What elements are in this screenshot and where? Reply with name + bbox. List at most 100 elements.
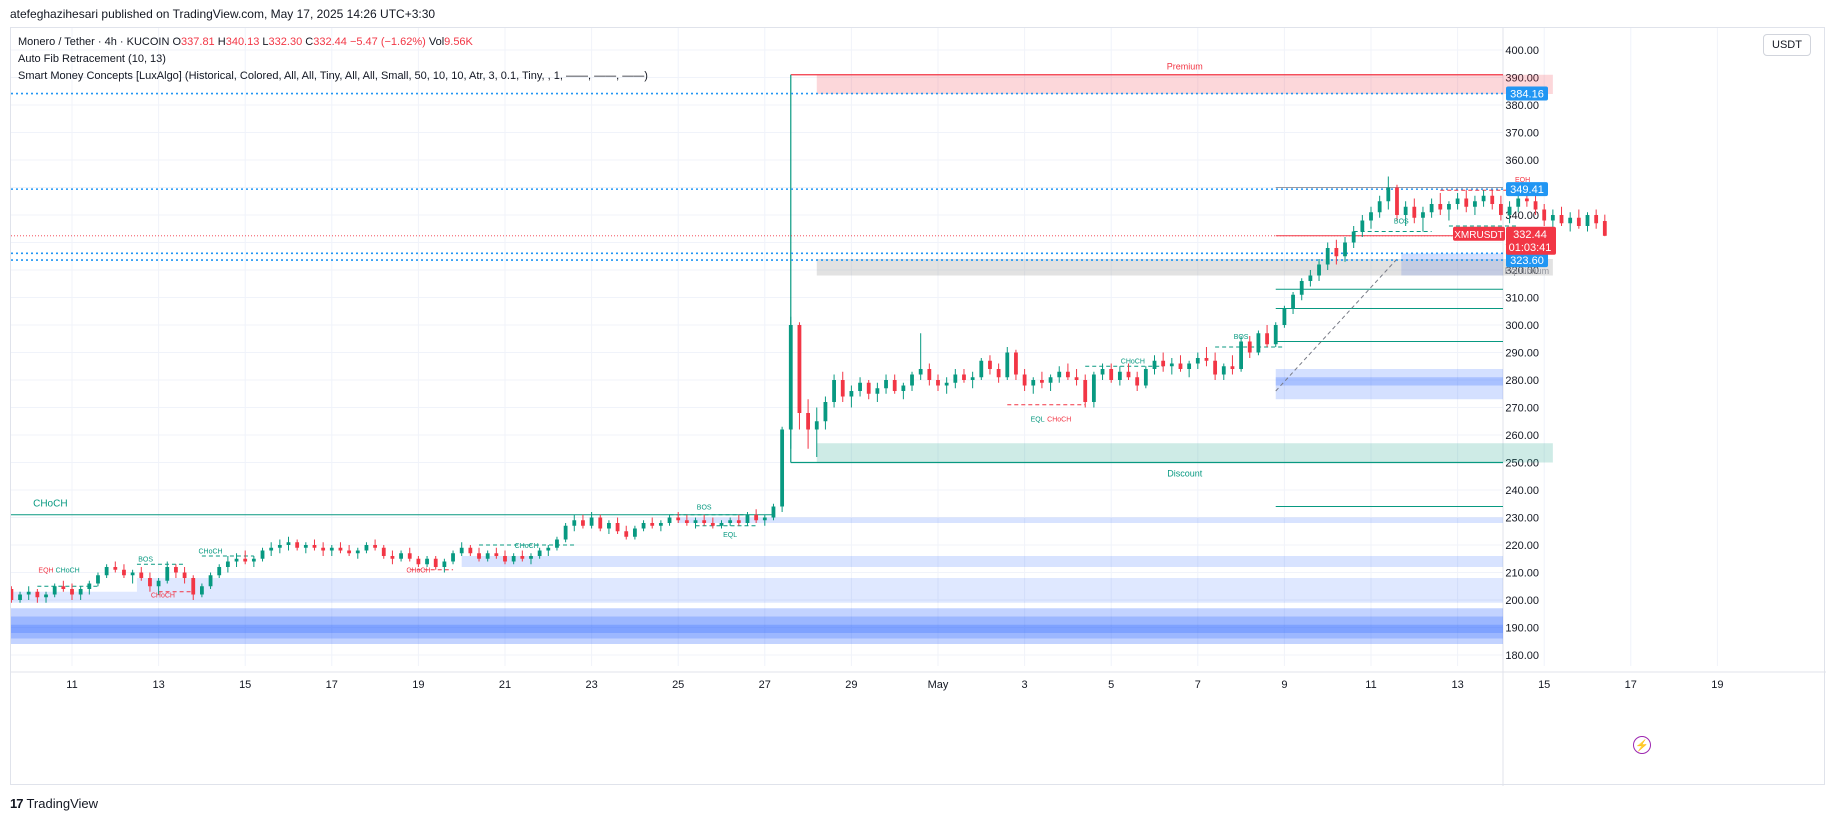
candle-body: [355, 550, 360, 554]
y-tick-label: 280.00: [1505, 375, 1539, 387]
close-label: C: [305, 36, 314, 48]
candle-body: [788, 325, 793, 430]
candle-body: [988, 360, 992, 369]
candle-body: [78, 589, 83, 595]
candle-body: [407, 553, 412, 559]
fib-trend-line: [1275, 258, 1398, 392]
candle-body: [321, 547, 326, 551]
candle-body: [191, 578, 196, 595]
y-tick-label: 340.00: [1505, 210, 1539, 222]
candle-body: [269, 547, 274, 551]
candle-body: [511, 556, 516, 562]
indicator-fib[interactable]: Auto Fib Retracement (10, 13): [18, 53, 166, 65]
candle-body: [113, 567, 118, 570]
candle-body: [1048, 377, 1053, 383]
chart-frame[interactable]: 180.00 190.00 200.00 210.00 220.00 230.00 240.…: [10, 27, 1826, 786]
structure-label: EQL: [723, 532, 737, 539]
candle-body: [1057, 371, 1062, 378]
candle-body: [1126, 371, 1131, 378]
candle-body: [347, 550, 352, 554]
candle-body: [433, 558, 438, 567]
candle-body: [719, 523, 724, 526]
candle-body: [174, 567, 178, 573]
candle-body: [754, 514, 759, 521]
indicator-smc[interactable]: Smart Money Concepts [LuxAlgo] (Historic…: [18, 70, 648, 82]
candle-body: [468, 547, 473, 554]
candle-body: [979, 360, 984, 378]
candle-body: [130, 572, 135, 576]
price-label-bg: [1506, 253, 1548, 268]
candle-body: [286, 542, 291, 545]
y-tick-label: 370.00: [1505, 128, 1539, 140]
candle-body: [866, 382, 871, 394]
y-tick-label: 240.00: [1505, 485, 1539, 497]
candle-body: [667, 517, 672, 523]
candle-body: [52, 586, 57, 595]
candle-body: [910, 374, 914, 386]
order-block-zone: [11, 616, 1503, 639]
x-tick-label: 7: [1195, 679, 1201, 691]
candle-body: [806, 413, 810, 430]
y-tick-label: 360.00: [1505, 155, 1539, 167]
candle-body: [771, 506, 776, 518]
candle-body: [225, 561, 230, 567]
candle-body: [1481, 195, 1486, 202]
candle-body: [18, 594, 22, 600]
tradingview-footer[interactable]: 17 TradingView: [10, 796, 98, 811]
order-block-zone: [678, 517, 1503, 523]
candle-body: [546, 547, 551, 551]
candle-body: [208, 575, 213, 587]
candle-body: [797, 325, 802, 413]
candle-body: [251, 558, 256, 562]
currency-button[interactable]: USDT: [1763, 34, 1811, 56]
candle-body: [459, 547, 464, 554]
candle-body: [650, 523, 655, 526]
candle-body: [1178, 363, 1183, 369]
candle-body: [1559, 215, 1564, 224]
candle-body: [1187, 363, 1192, 369]
order-block-zone: [461, 556, 1504, 567]
candle-body: [1143, 369, 1148, 386]
published-by-line: atefeghazihesari published on TradingVie…: [10, 7, 436, 21]
candle-body: [762, 517, 767, 521]
price-chart[interactable]: 180.00 190.00 200.00 210.00 220.00 230.00 240.…: [11, 28, 1826, 786]
candle-body: [1152, 360, 1157, 369]
bolt-icon[interactable]: ⚡: [1633, 736, 1651, 754]
candle-body: [892, 380, 897, 391]
candle-body: [1213, 360, 1218, 375]
symbol-legend-row: Monero / Tether · 4h · KUCOIN O337.81 H3…: [18, 34, 648, 51]
y-tick-label: 380.00: [1505, 100, 1539, 112]
candle-body: [520, 556, 525, 559]
candle-body: [243, 558, 248, 562]
candle-body: [477, 553, 481, 559]
candle-body: [641, 523, 646, 529]
candle-body: [1022, 374, 1027, 386]
structure-label: CHoCH: [1121, 359, 1145, 366]
equilibrium-label: Equilibrium: [1505, 266, 1550, 276]
candle-body: [537, 550, 542, 556]
candle-body: [1516, 198, 1521, 207]
candle-body: [1221, 366, 1226, 375]
candle-body: [1377, 201, 1382, 213]
equilibrium-zone: [816, 259, 1553, 276]
discount-label: Discount: [1167, 468, 1203, 478]
structure-label: BOS: [697, 504, 712, 511]
tradingview-brand: TradingView: [26, 796, 99, 811]
candle-body: [390, 556, 395, 559]
y-tick-label: 270.00: [1505, 403, 1539, 415]
candle-body: [485, 553, 490, 559]
candle-body: [1005, 352, 1010, 378]
symbol-name[interactable]: Monero / Tether · 4h · KUCOIN: [18, 36, 170, 48]
candle-body: [1091, 374, 1096, 402]
order-block-zone: [1275, 369, 1503, 400]
candle-body: [840, 380, 845, 397]
x-tick-label: 29: [845, 679, 857, 691]
order-block-zone: [11, 624, 1503, 633]
candle-body: [676, 517, 681, 521]
candle-body: [1386, 187, 1391, 202]
candle-body: [1308, 275, 1313, 281]
volume-label: Vol: [428, 36, 445, 48]
candle-body: [1490, 195, 1495, 204]
candle-body: [615, 523, 620, 532]
candle-body: [165, 567, 170, 581]
